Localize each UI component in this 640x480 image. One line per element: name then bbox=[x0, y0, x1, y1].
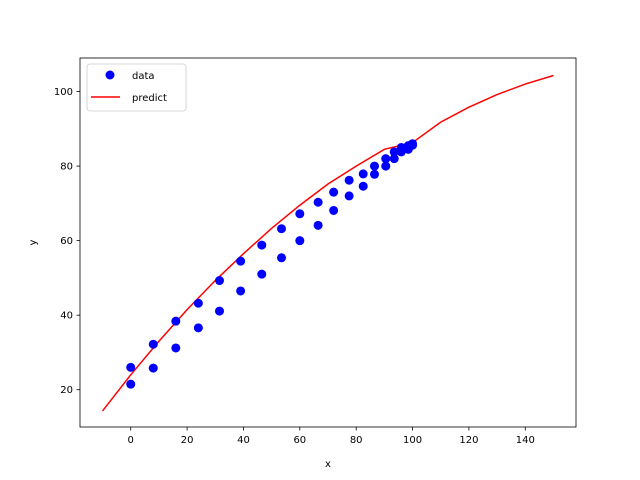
axes-frame bbox=[79, 57, 577, 428]
data-point bbox=[295, 209, 305, 219]
x-tick-label: 140 bbox=[516, 435, 535, 446]
x-tick-label: 60 bbox=[293, 435, 306, 446]
x-axis-label: x bbox=[325, 459, 331, 470]
data-point bbox=[171, 343, 181, 353]
data-point bbox=[295, 236, 305, 246]
x-tick-label: 20 bbox=[181, 435, 194, 446]
data-point bbox=[171, 316, 181, 326]
legend-label-predict: predict bbox=[132, 93, 167, 104]
data-point bbox=[215, 306, 224, 316]
plot-area bbox=[101, 74, 554, 412]
y-tick-label: 100 bbox=[54, 87, 73, 98]
data-point bbox=[148, 363, 158, 373]
data-point bbox=[215, 276, 224, 286]
data-point bbox=[148, 339, 158, 349]
data-point bbox=[313, 220, 323, 230]
legend-label-data: data bbox=[132, 71, 155, 82]
data-point bbox=[381, 161, 391, 171]
legend-marker-data bbox=[105, 70, 115, 80]
y-tick-label: 40 bbox=[60, 311, 73, 322]
data-point bbox=[370, 169, 379, 179]
data-point bbox=[329, 187, 339, 197]
y-tick-label: 60 bbox=[60, 236, 73, 247]
data-point bbox=[358, 169, 368, 179]
data-point bbox=[381, 154, 391, 164]
data-point bbox=[193, 298, 203, 308]
data-point bbox=[277, 253, 286, 263]
data-point bbox=[358, 181, 368, 191]
data-point bbox=[329, 205, 339, 215]
x-axis: 0 20 40 60 80 100 120 140 bbox=[128, 427, 535, 446]
y-axis: 20 40 60 80 100 bbox=[54, 87, 80, 396]
y-tick-label: 80 bbox=[60, 162, 73, 173]
data-point bbox=[344, 175, 354, 185]
data-point bbox=[277, 224, 286, 234]
x-tick-label: 80 bbox=[350, 435, 363, 446]
data-point bbox=[396, 142, 406, 152]
x-tick-label: 0 bbox=[128, 435, 134, 446]
data-point bbox=[257, 240, 267, 250]
x-tick-label: 120 bbox=[459, 435, 478, 446]
y-axis-label: y bbox=[28, 239, 39, 245]
data-point bbox=[370, 161, 379, 171]
data-point bbox=[257, 269, 267, 279]
x-tick-label: 40 bbox=[237, 435, 250, 446]
data-point bbox=[126, 362, 136, 372]
x-tick-label: 100 bbox=[403, 435, 422, 446]
data-point bbox=[236, 256, 246, 266]
data-point bbox=[126, 379, 136, 389]
legend: data predict bbox=[86, 63, 187, 112]
data-point bbox=[313, 197, 323, 207]
data-point bbox=[236, 286, 246, 296]
data-point bbox=[193, 323, 203, 333]
data-point bbox=[389, 147, 399, 157]
data-point bbox=[408, 139, 418, 149]
y-tick-label: 20 bbox=[60, 385, 73, 396]
data-point bbox=[389, 154, 399, 164]
data-point bbox=[344, 191, 354, 201]
